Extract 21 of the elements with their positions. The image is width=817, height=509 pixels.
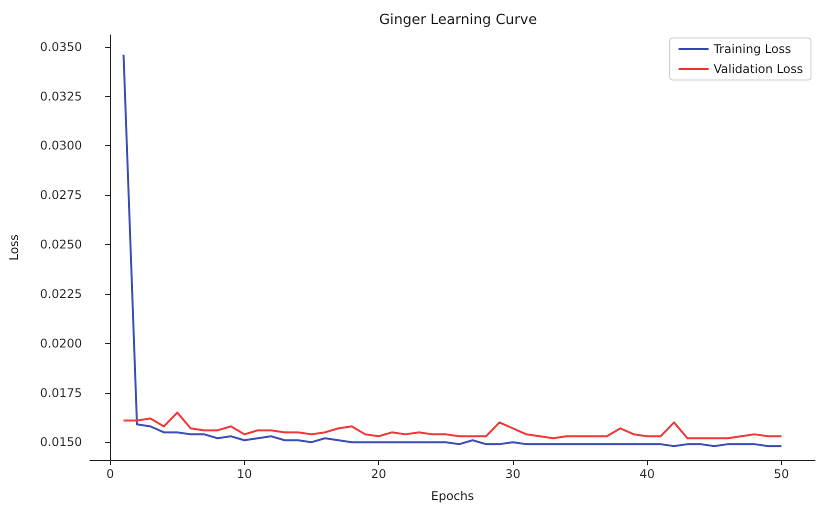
x-tick-label: 20 <box>371 467 386 481</box>
chart-title: Ginger Learning Curve <box>379 12 537 28</box>
x-tick-label: 0 <box>106 467 114 481</box>
y-tick-label: 0.0175 <box>40 386 82 400</box>
y-tick-label: 0.0275 <box>40 188 82 202</box>
y-tick-label: 0.0225 <box>40 286 82 301</box>
line-series <box>122 412 782 440</box>
legend-label: Training Loss <box>712 42 792 56</box>
x-axis-title: Epochs <box>431 489 474 503</box>
y-tick-label: 0.0250 <box>40 238 82 252</box>
y-tick-label: 0.0300 <box>40 138 82 153</box>
x-tick-label: 30 <box>505 467 521 481</box>
x-tick-label: 40 <box>640 467 655 481</box>
y-tick-label: 0.0350 <box>40 40 82 54</box>
y-tick-label: 0.0150 <box>40 435 82 450</box>
y-axis-title: Loss <box>7 234 21 261</box>
x-tick-label: 50 <box>774 467 790 481</box>
y-tick-label: 0.0325 <box>40 89 82 104</box>
x-tick-label: 10 <box>236 467 252 481</box>
y-tick-label: 0.0200 <box>40 336 82 350</box>
legend-label: Validation Loss <box>714 62 803 76</box>
